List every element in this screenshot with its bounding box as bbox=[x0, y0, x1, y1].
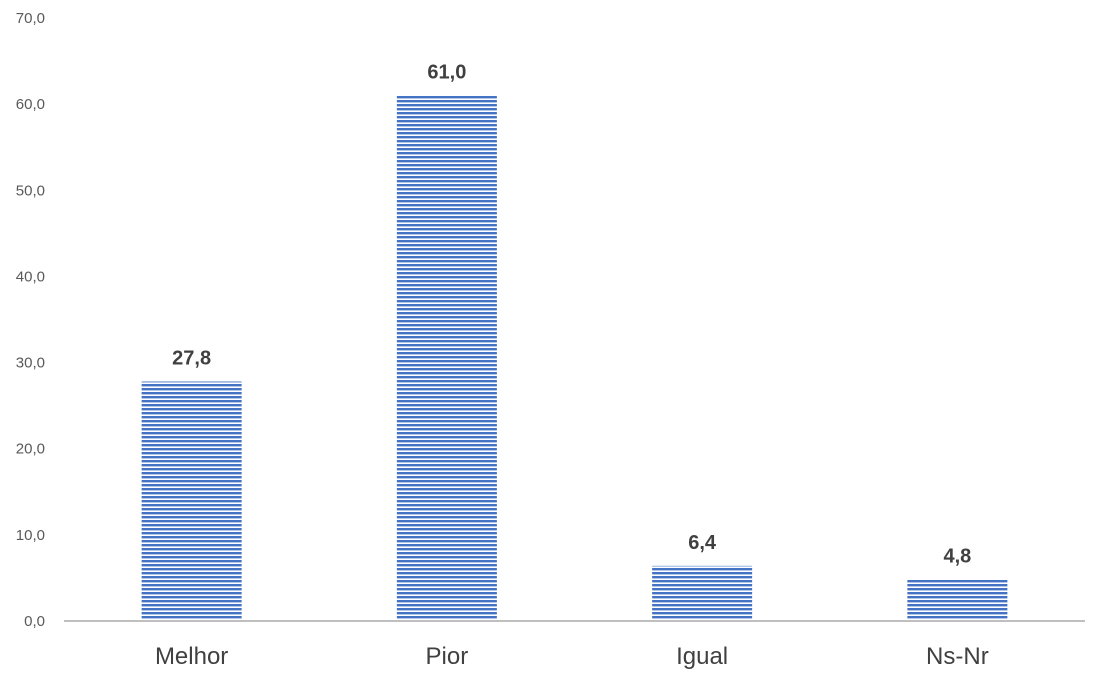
x-tick-label: Ns-Nr bbox=[926, 643, 989, 670]
y-tick-label: 20,0 bbox=[16, 441, 45, 458]
data-labels: 27,8 61,0 6,4 4,8 bbox=[172, 62, 971, 568]
y-tick-label: 70,0 bbox=[16, 10, 45, 27]
bar-ns-nr bbox=[907, 579, 1008, 621]
data-label: 27,8 bbox=[172, 348, 211, 370]
bars bbox=[141, 95, 1008, 622]
y-tick-label: 10,0 bbox=[16, 527, 45, 544]
y-tick-label: 50,0 bbox=[16, 182, 45, 199]
x-tick-label: Pior bbox=[426, 643, 469, 670]
data-label: 4,8 bbox=[943, 546, 971, 568]
x-tick-label: Igual bbox=[676, 643, 728, 670]
bar-igual bbox=[652, 565, 753, 621]
bar-melhor bbox=[141, 381, 242, 621]
y-tick-label: 60,0 bbox=[16, 96, 45, 113]
y-tick-label: 0,0 bbox=[24, 613, 45, 630]
y-axis: 0,0 10,0 20,0 30,0 40,0 50,0 60,0 70,0 bbox=[16, 10, 45, 630]
x-tick-label: Melhor bbox=[155, 643, 228, 670]
data-label: 6,4 bbox=[688, 532, 717, 554]
y-tick-label: 40,0 bbox=[16, 268, 45, 285]
data-label: 61,0 bbox=[427, 62, 466, 84]
y-tick-label: 30,0 bbox=[16, 355, 45, 372]
x-axis: Melhor Pior Igual Ns-Nr bbox=[155, 643, 989, 670]
bar-pior bbox=[396, 95, 497, 622]
